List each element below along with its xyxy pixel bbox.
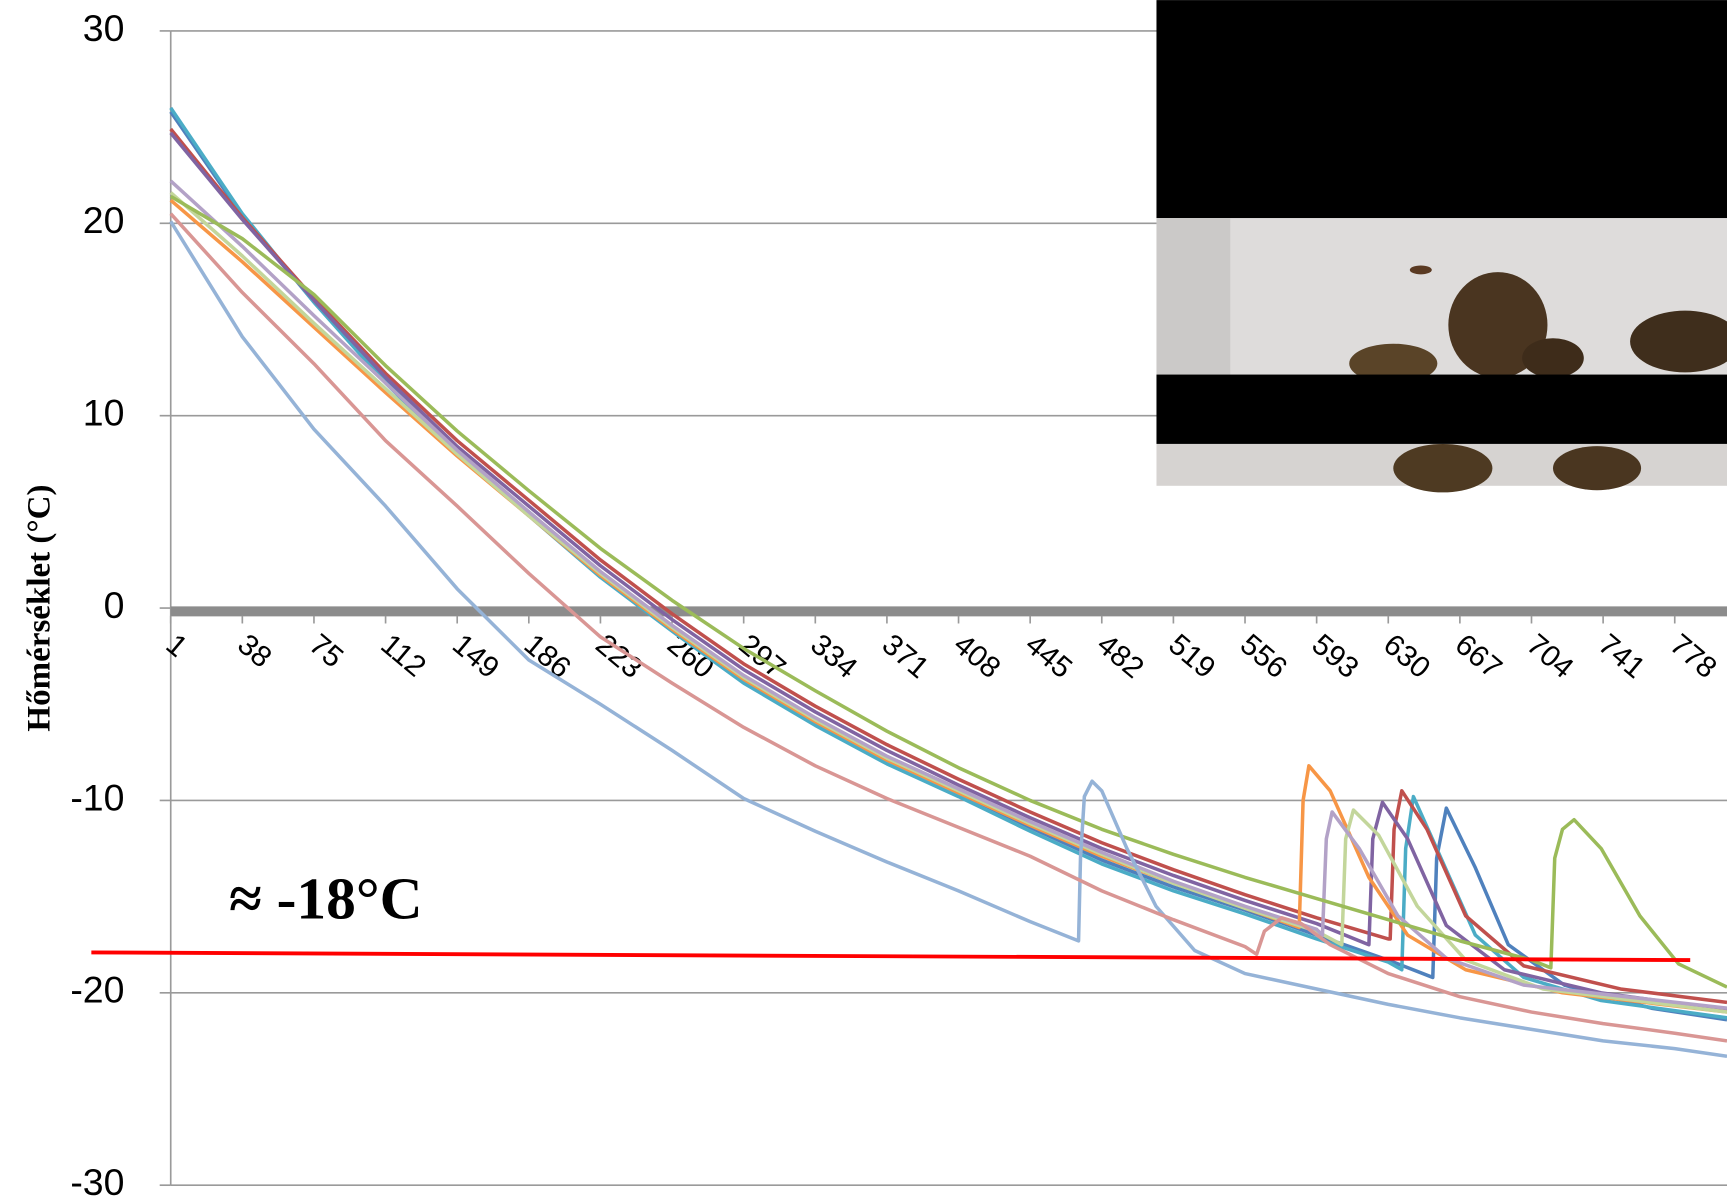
x-tick-label: 112	[374, 628, 432, 684]
x-tick-label: 334	[804, 628, 863, 685]
series-line	[169, 191, 1727, 1014]
x-tick-label: 38	[231, 628, 278, 675]
series-line	[169, 220, 1727, 1059]
photo-object	[1522, 338, 1584, 378]
x-tick-label: 704	[1520, 628, 1579, 685]
x-tick-label: 75	[303, 628, 350, 675]
photo-object	[1393, 443, 1493, 493]
x-tick-label: 667	[1449, 628, 1508, 685]
y-tick-label: -10	[70, 776, 124, 818]
x-tick-label: 778	[1664, 628, 1723, 685]
x-tick-label: 482	[1091, 628, 1150, 685]
x-tick-label: 741	[1592, 628, 1651, 685]
inset-photo	[1156, 0, 1727, 493]
photo-object	[1409, 265, 1432, 275]
x-tick-label: 149	[446, 628, 505, 685]
y-axis-title: Hőmérséklet (°C)	[21, 485, 57, 732]
y-tick-label: 0	[104, 584, 125, 626]
photo-object	[1448, 272, 1548, 378]
photo-object	[1349, 343, 1438, 384]
x-tick-label: 371	[876, 628, 935, 685]
series-line	[169, 194, 1727, 989]
photo-area	[1156, 218, 1231, 375]
y-tick-label: -30	[70, 1161, 124, 1203]
x-tick-label: 1	[160, 628, 194, 664]
x-tick-label: 593	[1306, 628, 1365, 685]
series-line	[169, 131, 1727, 1012]
x-tick-label: 519	[1162, 628, 1221, 685]
photo-black-band	[1156, 374, 1727, 444]
y-tick-label: -20	[70, 969, 124, 1011]
series-line	[169, 179, 1727, 1010]
series-line	[169, 127, 1727, 1005]
x-tick-label: 408	[947, 628, 1006, 685]
x-tick-label: 445	[1019, 628, 1078, 685]
y-tick-label: 30	[83, 7, 125, 49]
reference-line	[91, 950, 1691, 963]
y-tick-label: 10	[83, 392, 125, 434]
x-tick-label: 556	[1234, 628, 1293, 685]
photo-object	[1630, 310, 1727, 373]
series-line	[169, 212, 1727, 1043]
y-tick-label: 20	[83, 199, 125, 241]
photo-object	[1552, 446, 1642, 491]
photo-black-band	[1156, 0, 1727, 219]
annotation: ≈ -18°C	[229, 866, 423, 932]
x-tick-label: 630	[1377, 628, 1436, 685]
